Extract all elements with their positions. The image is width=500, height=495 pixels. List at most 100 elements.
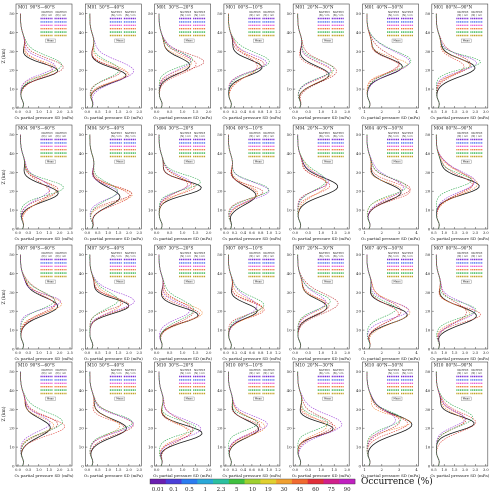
legend-mean-label: Mean <box>47 280 54 284</box>
profile-series-4 <box>158 254 191 350</box>
profile-series-0 <box>158 371 203 467</box>
profile-series-1 <box>436 254 481 350</box>
y-tick-label: 10 <box>356 445 362 450</box>
y-tick-label: 30 <box>79 407 85 412</box>
x-axis-label: O₃ partial pressure SD (mPa) <box>84 473 143 478</box>
colorbar-tick-label: 2.3 <box>217 487 226 493</box>
y-tick-label: 20 <box>425 309 431 314</box>
profile-series-5 <box>228 134 270 230</box>
y-tick-label: 30 <box>79 170 85 175</box>
x-tick-label: 2 <box>381 231 383 235</box>
profile-series-5 <box>20 371 63 467</box>
y-tick-label: 0 <box>81 464 84 469</box>
x-tick-label: 2.5 <box>67 351 73 355</box>
legend-header: NGTP03 <box>319 368 330 372</box>
x-tick-label: 0.0 <box>292 351 298 355</box>
y-tick-label: 50 <box>148 11 154 16</box>
y-tick-label: 30 <box>148 49 154 54</box>
x-tick-label: 1.5 <box>452 110 458 114</box>
x-tick-label: 0.5 <box>95 468 101 472</box>
y-tick-label: 50 <box>356 369 362 374</box>
y-tick-label: 0 <box>220 227 223 232</box>
legend-mean-label: Mean <box>47 160 54 164</box>
y-tick-label: 40 <box>217 388 223 393</box>
panel-band-label: 00°S—10°S <box>238 126 263 131</box>
x-tick-label: 3.0 <box>483 231 489 235</box>
x-tick-label: 2.0 <box>57 231 63 235</box>
profile-series-5 <box>297 13 335 109</box>
legend-mean-box <box>253 38 264 43</box>
legend-subheader: (N) / nm <box>111 134 122 138</box>
colorbar-swatch <box>260 479 277 484</box>
y-tick-label: 50 <box>79 369 85 374</box>
x-tick-label: 1.5 <box>46 351 52 355</box>
y-tick-label: 50 <box>425 132 431 137</box>
x-tick-label: 1.0 <box>318 110 324 114</box>
x-tick-label: 0.4 <box>240 231 246 235</box>
profile-series-5 <box>436 371 474 467</box>
profile-series-1 <box>366 13 400 109</box>
x-tick-label: 1.5 <box>46 231 52 235</box>
profile-series-5 <box>228 371 258 467</box>
x-axis-label: O₃ partial pressure SD (mPa) <box>292 356 351 361</box>
panel-month-label: M04 <box>87 126 97 131</box>
y-tick-label: 20 <box>148 309 154 314</box>
x-tick-label: 0.0 <box>223 231 229 235</box>
profile-series-4 <box>366 13 410 109</box>
profile-series-0 <box>20 254 59 350</box>
x-tick-label: 3.0 <box>483 468 489 472</box>
x-tick-label: 4 <box>415 231 418 235</box>
profile-series-2 <box>366 254 411 350</box>
legend-header: NGTP03 <box>471 131 482 135</box>
panel-band-label: 90°S—60°S <box>30 363 55 368</box>
y-tick-label: 30 <box>9 170 15 175</box>
y-axis-label: Z (km) <box>0 406 7 421</box>
y-tick-label: 30 <box>9 49 15 54</box>
panel-frame <box>362 3 419 109</box>
y-tick-label: 40 <box>356 151 362 156</box>
legend-mean-box <box>45 396 56 401</box>
x-axis-label: O₃ partial pressure SD (mPa) <box>222 236 281 241</box>
colorbar-tick-label: 90 <box>344 487 351 493</box>
profile-series-3 <box>228 254 263 350</box>
y-tick-label: 30 <box>217 49 223 54</box>
y-tick-label: 20 <box>356 189 362 194</box>
legend-mean-label: Mean <box>116 39 123 43</box>
x-tick-label: 0.6 <box>249 231 255 235</box>
legend-subheader: (N) / nm <box>180 13 191 17</box>
y-tick-label: 10 <box>356 87 362 92</box>
x-tick-label: 0.6 <box>249 351 255 355</box>
x-tick-label: 2.0 <box>344 231 350 235</box>
colorbar-tick-label: 19 <box>265 487 272 493</box>
legend-subheader: (N) / nm <box>249 254 260 258</box>
legend-subheader: (N) / nm <box>402 13 413 17</box>
x-tick-label: 1.0 <box>441 351 447 355</box>
x-tick-label: 0.5 <box>167 468 173 472</box>
profile-series-0 <box>158 13 191 109</box>
panel-month-label: M07 <box>295 246 305 251</box>
profile-series-5 <box>366 371 402 467</box>
y-tick-label: 10 <box>9 87 15 92</box>
panel-month-label: M07 <box>87 246 97 251</box>
legend-header: NGTP03 <box>333 368 344 372</box>
legend-mean-box <box>253 279 264 284</box>
legend-subheader: (N) / nm <box>194 134 205 138</box>
panel-month-label: M10 <box>157 363 167 368</box>
x-tick-label: 0.0 <box>292 468 298 472</box>
y-tick-label: 0 <box>358 106 361 111</box>
panel-M07-1: M07 90°S—60°S 0 10 20 30 40 50 0.0 0.5 1.0 1.5 2.0 2.… <box>9 244 74 361</box>
profile-series-4 <box>366 254 409 350</box>
colorbar-frame <box>149 478 356 485</box>
legend-header: NGTP03 <box>457 251 468 255</box>
panel-frame <box>15 244 73 350</box>
panel-month-label: M01 <box>18 5 28 10</box>
x-tick-label: 1.5 <box>193 110 199 114</box>
panel-band-label: 80°N—90°N <box>446 246 473 251</box>
y-tick-label: 50 <box>79 132 85 137</box>
legend-mean-label: Mean <box>324 280 331 284</box>
profile-series-3 <box>228 13 265 109</box>
legend-header: NGTP03 <box>249 131 260 135</box>
legend-mean-box <box>322 159 333 164</box>
colorbar-tick-label: 30 <box>281 487 288 493</box>
panel-M04-3: M04 30°S—20°S 0 10 20 30 40 50 0.0 0.5 1.0 1.5 2.0O₃… <box>148 124 213 241</box>
